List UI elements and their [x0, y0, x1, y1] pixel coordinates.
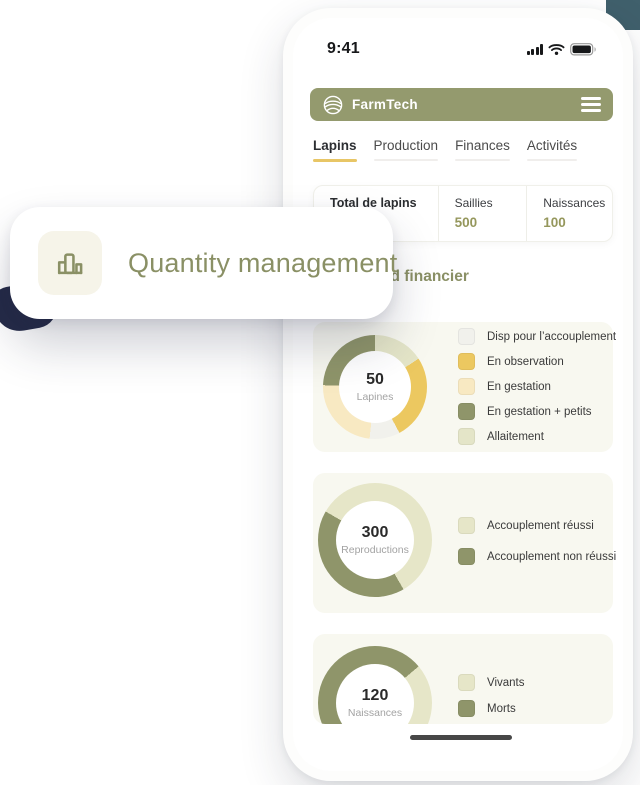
legend-label: Vivants — [487, 676, 525, 689]
legend: Vivants Morts — [458, 674, 525, 717]
legend-swatch — [458, 328, 475, 345]
battery-icon — [570, 43, 596, 56]
tab-label: Activités — [526, 138, 578, 153]
legend-swatch — [458, 674, 475, 691]
donut-center-label: Reproductions — [341, 544, 409, 556]
tab-underline — [373, 159, 439, 161]
tabs: Lapins Production Finances Activités — [313, 138, 578, 162]
legend-item: En gestation — [458, 378, 616, 395]
farmtech-logo-icon — [323, 95, 343, 114]
chart-card-lapines: 50 Lapines Disp pour l’accouplement En ob… — [313, 322, 616, 452]
donut-center-value: 120 — [361, 687, 389, 704]
legend-item: Disp pour l’accouplement — [458, 328, 616, 345]
legend-swatch — [458, 700, 475, 717]
donut-ring: 50 Lapines — [323, 335, 427, 439]
legend-item: Morts — [458, 700, 525, 717]
home-indicator[interactable] — [410, 735, 512, 740]
donut-center-value: 50 — [366, 371, 384, 388]
overlay-title: Quantity management — [128, 247, 398, 278]
donut-center: 50 Lapines — [323, 335, 427, 439]
legend-label: En gestation — [487, 380, 551, 393]
legend: Accouplement réussi Accouplement non réus… — [458, 517, 616, 565]
legend-label: En observation — [487, 355, 564, 368]
legend-item: Vivants — [458, 674, 525, 691]
phone-screen: 9:41 — [293, 18, 623, 771]
tab-underline — [313, 159, 357, 162]
legend-item: En gestation + petits — [458, 403, 616, 420]
donut-center-label: Naissances — [347, 707, 403, 719]
chart-card-naissances: 120 Naissances Vivants Morts — [313, 634, 613, 724]
donut-ring: 120 Naissances — [318, 646, 432, 724]
signal-strength-icon — [526, 44, 543, 55]
tab-finances[interactable]: Finances — [455, 138, 510, 162]
status-time: 9:41 — [327, 40, 360, 57]
status-icons — [526, 43, 598, 56]
stat-column: Saillies 500 — [437, 186, 527, 241]
quantity-management-card[interactable]: Quantity management — [10, 207, 397, 319]
legend-item: Accouplement réussi — [458, 517, 616, 534]
tab-activités[interactable]: Activités — [526, 138, 578, 162]
legend-label: Accouplement non réussi — [487, 550, 617, 563]
stat-value: 100 — [543, 215, 566, 230]
legend-item: Allaitement — [458, 428, 616, 445]
legend-swatch — [458, 353, 475, 370]
legend-item: En observation — [458, 353, 616, 370]
app-header: FarmTech — [310, 88, 613, 121]
legend: Disp pour l’accouplement En observation En… — [458, 328, 616, 445]
legend-swatch — [458, 378, 475, 395]
donut-center: 300 Reproductions — [318, 483, 432, 597]
tab-underline — [526, 159, 578, 161]
donut-ring: 300 Reproductions — [318, 483, 432, 597]
menu-icon[interactable] — [581, 97, 601, 112]
stat-value: 500 — [454, 215, 478, 230]
app-title: FarmTech — [352, 97, 418, 112]
tab-lapins[interactable]: Lapins — [313, 138, 357, 162]
tab-label: Finances — [455, 138, 510, 153]
tab-production[interactable]: Production — [373, 138, 439, 162]
legend-label: En gestation + petits — [487, 405, 592, 418]
legend-swatch — [458, 428, 475, 445]
stat-column: Naissances 100 — [526, 186, 612, 241]
tab-underline — [455, 159, 510, 161]
tab-label: Lapins — [313, 138, 357, 153]
phone-frame: 9:41 — [283, 8, 633, 781]
chart-card-reproductions: 300 Reproductions Accouplement réussi Acc… — [313, 473, 616, 613]
donut-center: 120 Naissances — [318, 646, 432, 724]
stat-column: Total de lapins — [314, 186, 438, 241]
legend-label: Accouplement réussi — [487, 519, 594, 532]
wifi-icon — [548, 44, 565, 55]
legend-label: Disp pour l’accouplement — [487, 330, 617, 343]
tab-label: Production — [373, 138, 439, 153]
legend-swatch — [458, 517, 475, 534]
legend-label: Morts — [487, 702, 516, 715]
legend-item: Accouplement non réussi — [458, 548, 616, 565]
bar-chart-icon — [38, 231, 102, 295]
legend-swatch — [458, 548, 475, 565]
donut-center-value: 300 — [361, 524, 389, 541]
status-bar: 9:41 — [293, 40, 623, 60]
stat-label: Total de lapins — [330, 196, 417, 210]
legend-label: Allaitement — [487, 430, 544, 443]
stat-label: Saillies — [454, 196, 493, 210]
stat-label: Naissances — [543, 196, 606, 210]
legend-swatch — [458, 403, 475, 420]
donut-center-label: Lapines — [356, 391, 394, 403]
